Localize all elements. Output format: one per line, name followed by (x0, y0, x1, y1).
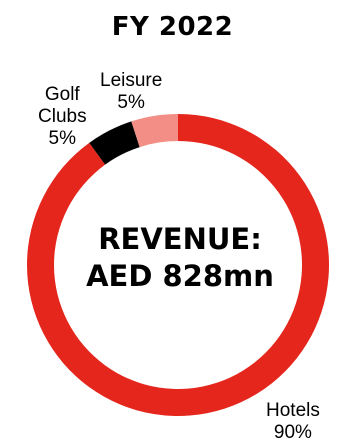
slice-label-golf-clubs: Golf Clubs 5% (38, 84, 87, 150)
slice-label-golf-clubs-name-line1: Golf (44, 84, 80, 105)
center-label-line2: AED 828mn (86, 259, 274, 293)
donut-center-label: REVENUE: AED 828mn (60, 221, 300, 295)
slice-label-leisure: Leisure 5% (100, 70, 162, 114)
slice-label-hotels-value: 90% (273, 422, 312, 443)
slice-label-leisure-value: 5% (117, 92, 145, 113)
slice-label-golf-clubs-value: 5% (48, 128, 77, 149)
center-label-line1: REVENUE: (98, 222, 262, 256)
chart-title: FY 2022 (111, 12, 234, 42)
slice-label-hotels-name: Hotels (266, 400, 320, 421)
donut-slice-leisure (131, 114, 178, 148)
slice-label-leisure-name: Leisure (100, 70, 163, 91)
donut-slice-golf-clubs (89, 121, 140, 165)
slice-label-hotels: Hotels 90% (266, 400, 320, 444)
slice-label-golf-clubs-name-line2: Clubs (38, 106, 87, 127)
